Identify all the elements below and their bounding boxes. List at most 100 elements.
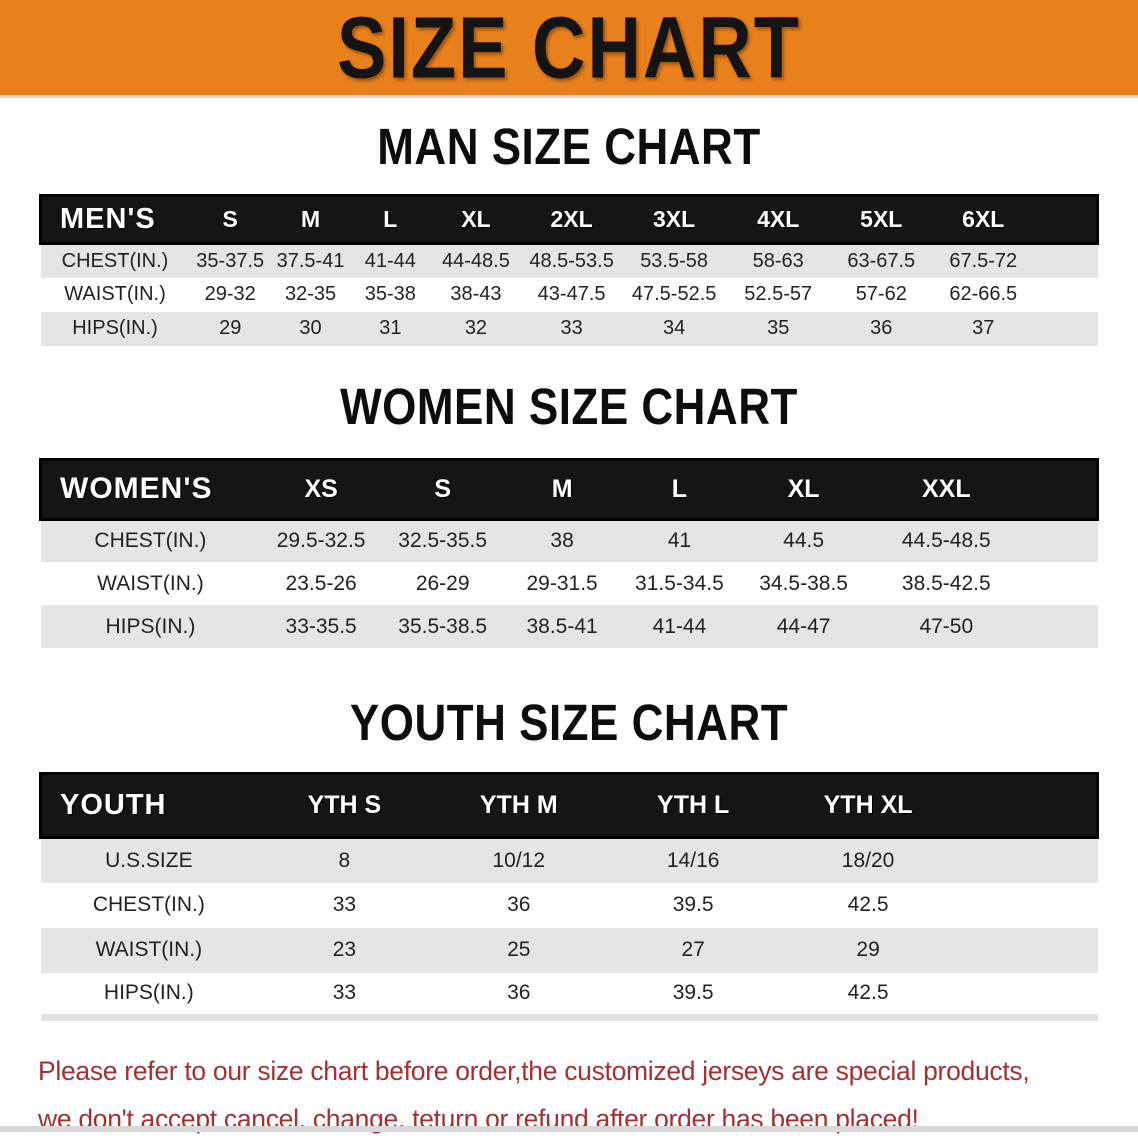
size-column-header: L bbox=[350, 194, 431, 245]
size-value-cell: 37 bbox=[932, 311, 1034, 346]
men-size-table: MEN'S S M L XL 2XL 3XL 4XL 5XL 6XL CHEST(IN.) 35-37… bbox=[38, 194, 1099, 346]
header-spacer-cell bbox=[1023, 457, 1100, 521]
size-value-cell: 32.5-35.5 bbox=[381, 519, 504, 562]
size-value-cell: 14/16 bbox=[605, 837, 781, 883]
size-column-header: 4XL bbox=[726, 194, 831, 245]
size-value-cell: 29 bbox=[189, 311, 271, 346]
size-value-cell: 33 bbox=[521, 311, 622, 346]
size-column-header: YTH XL bbox=[780, 772, 956, 839]
row-label: WAIST(IN.) bbox=[40, 277, 190, 312]
disclaimer: Please refer to our size chart before or… bbox=[38, 1047, 1100, 1143]
size-value-cell: 35.5-38.5 bbox=[381, 605, 504, 648]
size-value-cell: 25 bbox=[431, 927, 606, 973]
size-value-cell: 35 bbox=[726, 311, 831, 346]
size-value-cell: 34.5-38.5 bbox=[738, 562, 870, 605]
size-value-cell: 62-66.5 bbox=[932, 277, 1034, 312]
row-spacer-cell bbox=[955, 927, 1098, 973]
size-value-cell: 26-29 bbox=[381, 562, 504, 605]
bottom-edge bbox=[0, 1126, 1138, 1132]
size-value-cell: 42.5 bbox=[780, 882, 956, 928]
disclaimer-line-1: Please refer to our size chart before or… bbox=[38, 1056, 1030, 1086]
row-label: CHEST(IN.) bbox=[40, 519, 261, 562]
size-table-header-row: WOMEN'S XS S M L XL XXL bbox=[39, 457, 1100, 521]
size-value-cell: 29.5-32.5 bbox=[260, 519, 382, 562]
size-value-cell: 32 bbox=[430, 311, 522, 346]
size-column-header: XXL bbox=[869, 457, 1024, 521]
row-label: CHEST(IN.) bbox=[40, 243, 190, 278]
size-value-cell: 38 bbox=[503, 519, 621, 562]
row-spacer-cell bbox=[1034, 243, 1098, 278]
size-value-cell: 36 bbox=[830, 311, 933, 346]
size-column-header: YTH S bbox=[257, 772, 432, 839]
size-value-cell: 29-31.5 bbox=[503, 562, 621, 605]
measurement-row: HIPS(IN.) 33-35.5 35.5-38.5 38.5-41 41-44 44-… bbox=[40, 605, 1098, 648]
youth-section-heading: YOUTH SIZE CHART bbox=[0, 695, 1138, 751]
disclaimer-line-2: we don't accept cancel, change, teturn o… bbox=[38, 1104, 919, 1134]
women-size-table: WOMEN'S XS S M L XL XXL CHEST(IN.) 29.5-32.5 32.5… bbox=[39, 457, 1100, 648]
women-section: WOMEN SIZE CHART WOMEN'S XS S M L XL XXL CHEST(… bbox=[0, 379, 1138, 648]
row-label: HIPS(IN.) bbox=[40, 972, 258, 1018]
size-value-cell: 63-67.5 bbox=[830, 243, 933, 278]
size-column-header: XL bbox=[738, 457, 870, 521]
table-corner-label: YOUTH bbox=[39, 772, 258, 839]
women-section-heading: WOMEN SIZE CHART bbox=[0, 379, 1138, 435]
size-value-cell: 23 bbox=[257, 927, 432, 973]
size-value-cell: 41 bbox=[620, 519, 739, 562]
size-value-cell: 52.5-57 bbox=[726, 277, 831, 312]
size-value-cell: 33-35.5 bbox=[260, 605, 382, 648]
size-value-cell: 27 bbox=[605, 927, 781, 973]
size-column-header: XL bbox=[430, 194, 522, 245]
row-label: HIPS(IN.) bbox=[40, 605, 261, 648]
youth-size-table: YOUTH YTH S YTH M YTH L YTH XL U.S.SIZE 8 10/12… bbox=[39, 772, 1099, 1021]
size-column-header: L bbox=[620, 457, 739, 521]
size-value-cell: 48.5-53.5 bbox=[521, 243, 622, 278]
size-value-cell: 57-62 bbox=[830, 277, 933, 312]
measurement-row: HIPS(IN.) 33 36 39.5 42.5 bbox=[40, 972, 1098, 1018]
size-value-cell: 44.5-48.5 bbox=[869, 519, 1024, 562]
size-table-header-row: MEN'S S M L XL 2XL 3XL 4XL 5XL 6XL bbox=[38, 194, 1099, 245]
size-value-cell: 53.5-58 bbox=[621, 243, 727, 278]
size-value-cell: 47.5-52.5 bbox=[621, 277, 727, 312]
size-column-header: YTH L bbox=[605, 772, 781, 839]
size-value-cell: 44-47 bbox=[738, 605, 870, 648]
size-column-header: S bbox=[381, 457, 504, 521]
header-spacer-cell bbox=[955, 772, 1099, 839]
size-value-cell: 29 bbox=[780, 927, 956, 973]
table-corner-label: MEN'S bbox=[38, 194, 190, 245]
measurement-row: WAIST(IN.) 23 25 27 29 bbox=[40, 927, 1098, 973]
size-value-cell: 33 bbox=[257, 882, 432, 928]
size-value-cell: 38.5-41 bbox=[503, 605, 621, 648]
size-value-cell: 31 bbox=[350, 311, 431, 346]
measurement-row: HIPS(IN.) 29 30 31 32 33 34 35 36 37 bbox=[40, 311, 1098, 346]
measurement-row: CHEST(IN.) 33 36 39.5 42.5 bbox=[40, 882, 1098, 928]
size-value-cell: 29-32 bbox=[189, 277, 271, 312]
size-column-header: YTH M bbox=[431, 772, 606, 839]
size-column-header: 2XL bbox=[521, 194, 622, 245]
men-section-heading-text: MAN SIZE CHART bbox=[377, 119, 761, 176]
youth-section: YOUTH SIZE CHART YOUTH YTH S YTH M YTH L YTH… bbox=[0, 695, 1138, 1021]
measurement-row: U.S.SIZE 8 10/12 14/16 18/20 bbox=[40, 837, 1098, 883]
size-value-cell: 35-38 bbox=[350, 277, 431, 312]
size-column-header: M bbox=[503, 457, 621, 521]
size-value-cell: 44-48.5 bbox=[430, 243, 522, 278]
size-value-cell: 36 bbox=[431, 882, 606, 928]
row-label: U.S.SIZE bbox=[40, 837, 258, 883]
size-value-cell: 32-35 bbox=[270, 277, 351, 312]
youth-section-heading-text: YOUTH SIZE CHART bbox=[349, 695, 789, 752]
men-section: MAN SIZE CHART MEN'S S M L XL 2XL 3XL 4XL 5XL 6XL… bbox=[0, 119, 1138, 346]
size-value-cell: 41-44 bbox=[620, 605, 739, 648]
measurement-row: WAIST(IN.) 29-32 32-35 35-38 38-43 43-47.5 47.… bbox=[40, 277, 1098, 312]
size-value-cell: 42.5 bbox=[780, 972, 956, 1018]
measurement-row: CHEST(IN.) 29.5-32.5 32.5-35.5 38 41 44.5 44.5… bbox=[40, 519, 1098, 562]
size-value-cell: 33 bbox=[257, 972, 432, 1018]
men-section-heading: MAN SIZE CHART bbox=[0, 119, 1138, 175]
women-section-heading-text: WOMEN SIZE CHART bbox=[340, 378, 798, 436]
row-spacer-cell bbox=[1034, 277, 1098, 312]
size-value-cell: 35-37.5 bbox=[189, 243, 271, 278]
size-value-cell: 38.5-42.5 bbox=[869, 562, 1024, 605]
size-value-cell: 31.5-34.5 bbox=[620, 562, 739, 605]
row-spacer-cell bbox=[1023, 562, 1098, 605]
row-spacer-cell bbox=[955, 837, 1098, 883]
table-corner-label: WOMEN'S bbox=[39, 457, 261, 521]
